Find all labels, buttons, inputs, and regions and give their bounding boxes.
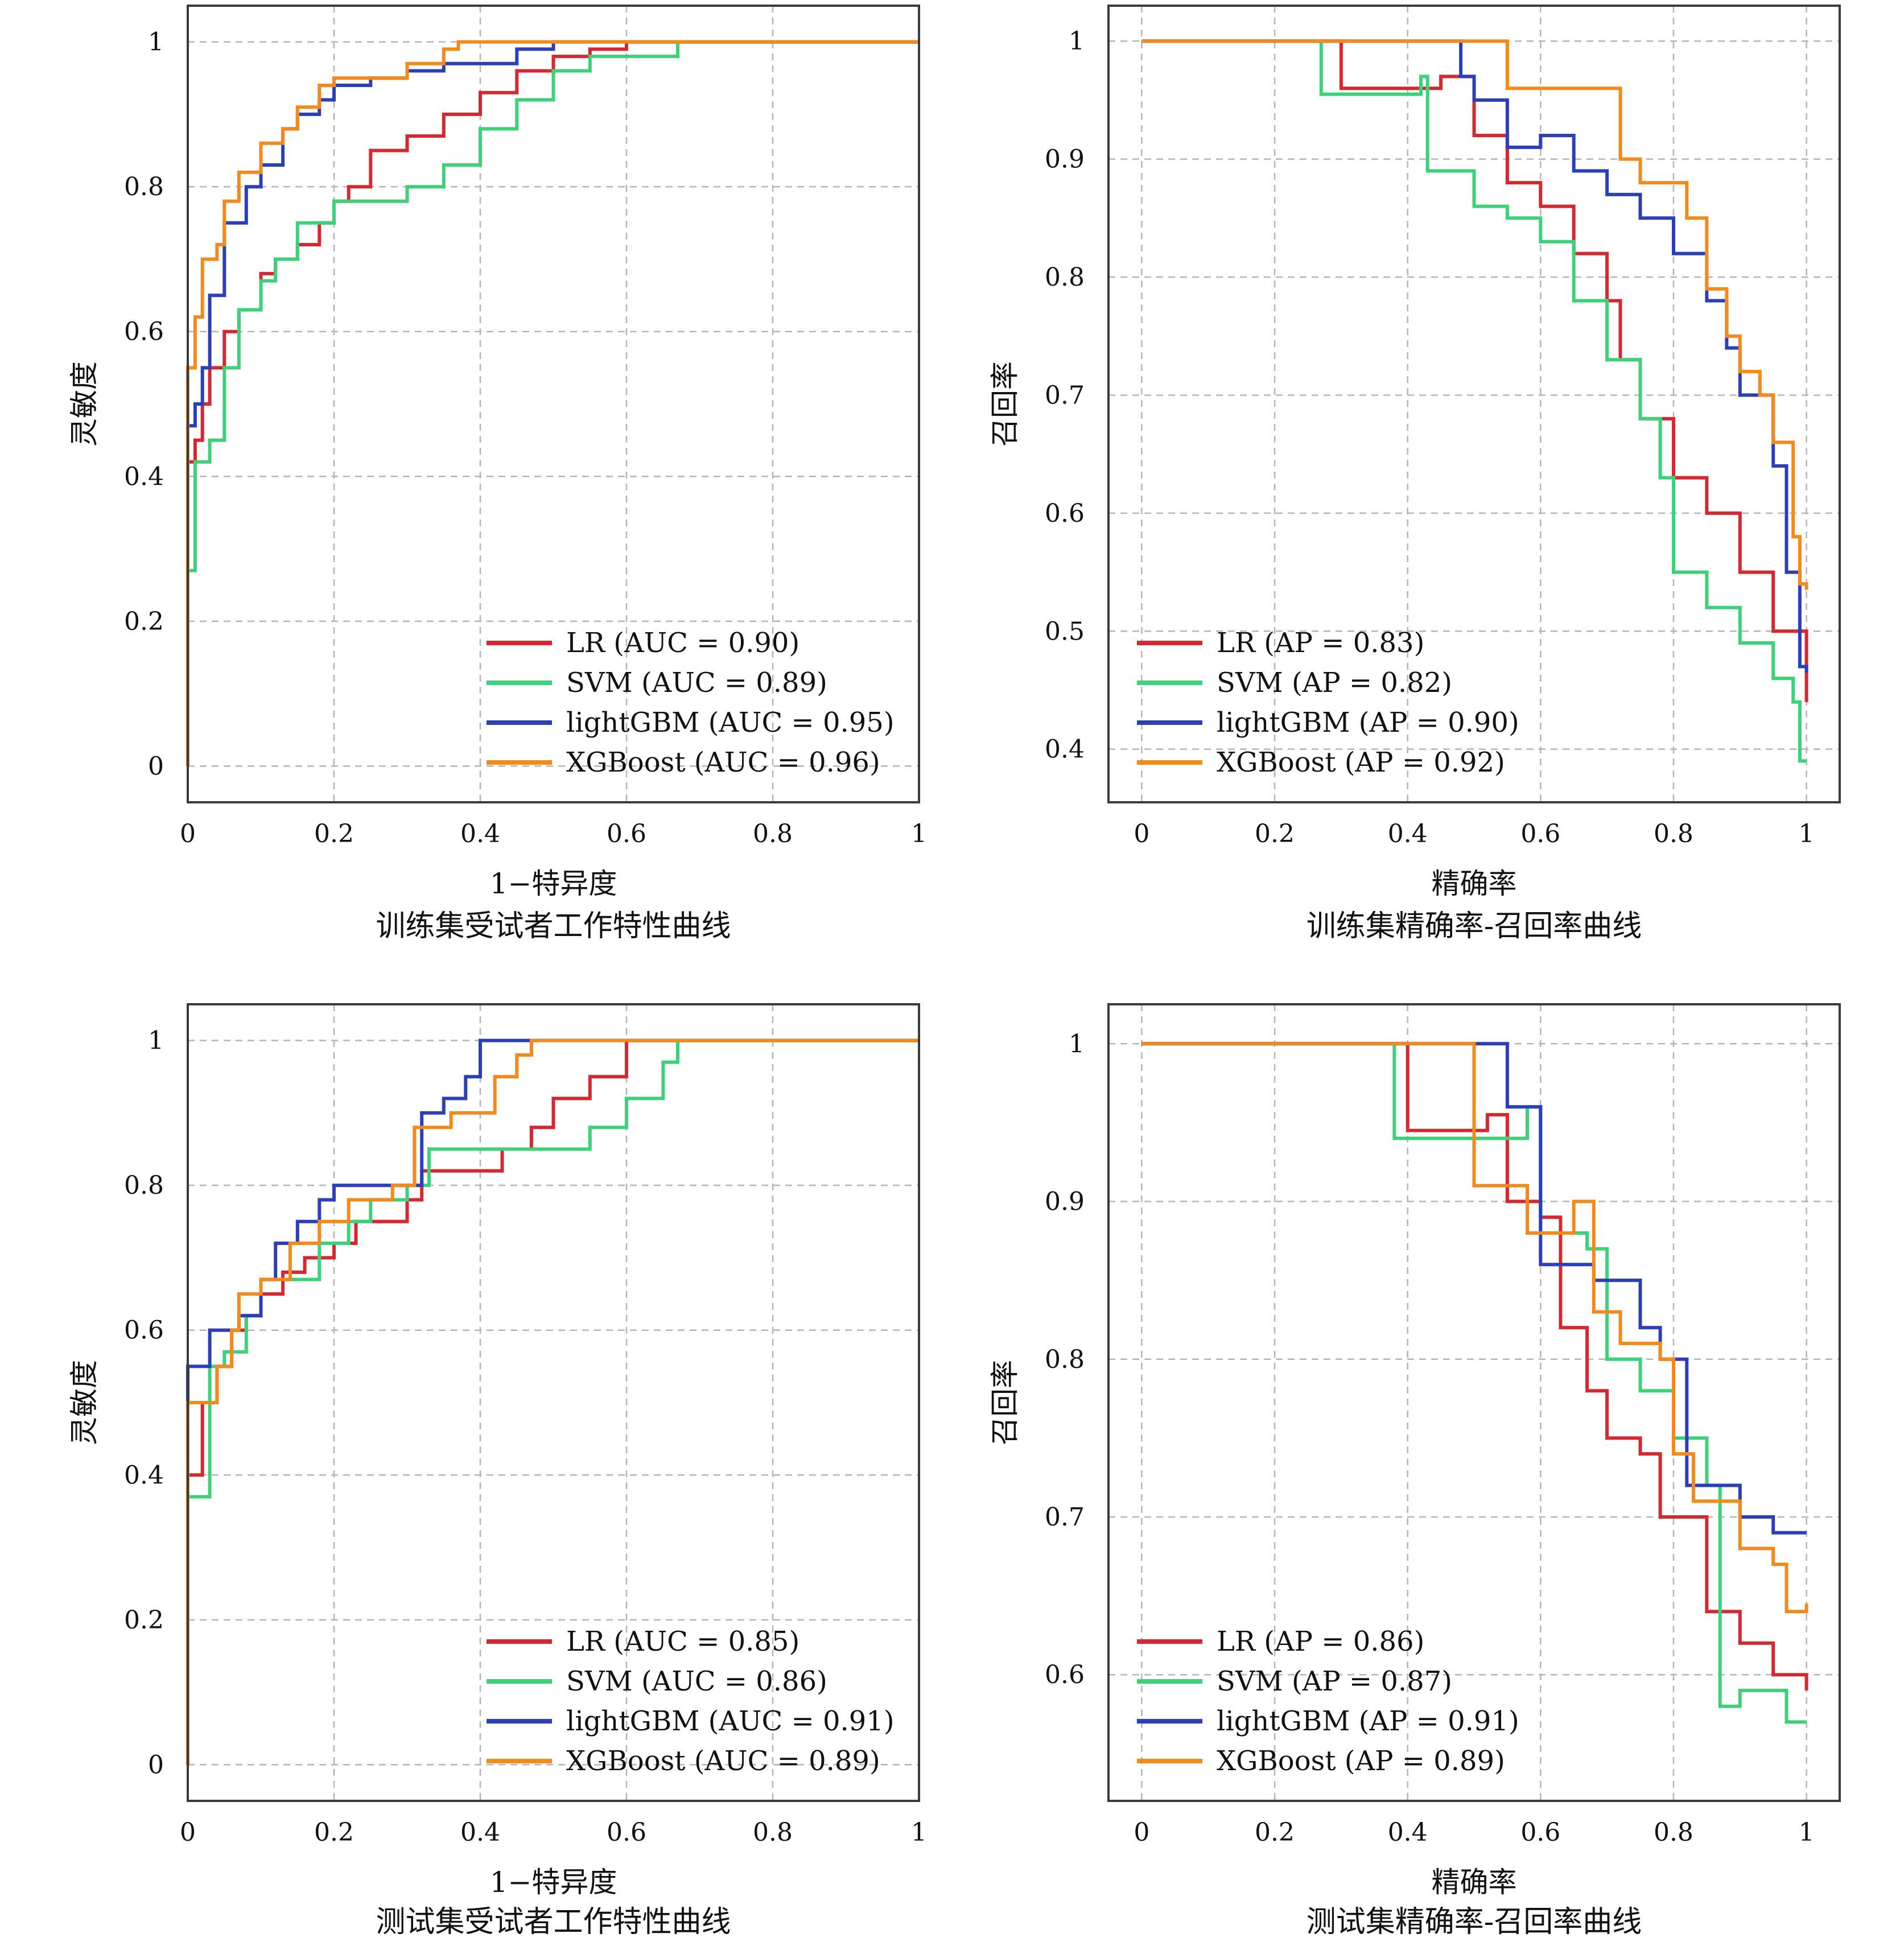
y-tick-label: 0.6: [124, 1316, 164, 1345]
legend-label-lr: LR (AP = 0.86): [1217, 1626, 1424, 1657]
y-tick-label: 0.5: [1045, 617, 1085, 646]
y-tick-label: 0.6: [1045, 499, 1085, 528]
y-tick-label: 0.8: [124, 172, 164, 201]
x-tick-label: 0.8: [1654, 819, 1693, 848]
x-tick-label: 0.6: [1520, 1818, 1560, 1847]
y-tick-label: 1: [148, 28, 164, 57]
x-tick-label: 0: [1134, 1818, 1149, 1847]
y-axis-label: 灵敏度: [68, 361, 101, 447]
legend-label-lightgbm: lightGBM (AP = 0.91): [1217, 1705, 1519, 1737]
x-tick-label: 0: [1134, 819, 1149, 848]
x-tick-label: 0: [180, 1818, 196, 1847]
x-tick-label: 0: [180, 819, 196, 848]
x-tick-label: 0.8: [753, 1818, 793, 1847]
y-tick-label: 0.7: [1045, 381, 1085, 410]
x-axis-label: 1−特异度: [490, 867, 617, 900]
plot-frame: [187, 5, 920, 803]
plot-frame: [1107, 1003, 1841, 1802]
x-tick-label: 0.4: [460, 1818, 500, 1847]
y-tick-label: 1: [1069, 1029, 1085, 1058]
y-tick-label: 1: [1069, 27, 1085, 56]
series-line-xgboost: [186, 40, 919, 766]
legend-label-lightgbm: lightGBM (AP = 0.90): [1217, 707, 1519, 739]
y-tick-label: 0.8: [1045, 1345, 1085, 1374]
x-tick-label: 0.6: [1520, 819, 1560, 848]
legend-label-lightgbm: lightGBM (AUC = 0.91): [566, 1705, 895, 1737]
y-tick-label: 0.2: [124, 607, 164, 636]
x-tick-label: 1: [911, 1818, 927, 1847]
x-tick-label: 0.6: [607, 819, 646, 848]
x-tick-label: 0.2: [1255, 819, 1295, 848]
series-line-lr: [1141, 1042, 1808, 1691]
legend-label-svm: SVM (AUC = 0.89): [566, 667, 827, 699]
series-line-svm: [186, 1038, 919, 1765]
y-tick-label: 0.9: [1045, 145, 1085, 174]
x-tick-label: 0.4: [460, 819, 500, 848]
series-line-svm: [1141, 39, 1807, 763]
legend-label-xgboost: XGBoost (AP = 0.92): [1217, 747, 1505, 778]
chart-caption: 训练集受试者工作特性曲线: [376, 909, 731, 943]
y-tick-label: 0.7: [1045, 1503, 1085, 1532]
legend-label-svm: SVM (AUC = 0.86): [566, 1665, 827, 1697]
chart-caption: 训练集精确率-召回率曲线: [1307, 909, 1642, 943]
y-axis-label: 灵敏度: [68, 1360, 101, 1445]
series-line-lightgbm: [186, 40, 919, 766]
x-tick-label: 0.2: [1255, 1818, 1295, 1847]
series-line-xgboost: [1141, 39, 1808, 590]
chart-train-pr: 0 0.2 0.4 0.6 0.8 1 0.4 0.5 0.6 0.7 0.8 0.9 1 精确率 召回率训…: [988, 5, 1841, 943]
y-tick-label: 0.4: [1045, 735, 1085, 764]
legend-label-lr: LR (AUC = 0.90): [566, 627, 799, 659]
x-tick-label: 0.2: [314, 819, 354, 848]
y-tick-label: 0.4: [124, 462, 164, 491]
x-tick-label: 0.6: [607, 1818, 646, 1847]
y-tick-label: 0.8: [124, 1171, 164, 1200]
plot-frame: [187, 1003, 920, 1802]
y-axis-label: 召回率: [988, 1360, 1021, 1445]
y-tick-label: 1: [148, 1026, 164, 1055]
y-tick-label: 0: [148, 752, 164, 781]
chart-test-pr: 0 0.2 0.4 0.6 0.8 1 0.6 0.7 0.8 0.9 1 精确率 召回率测试集精确率-…: [988, 1003, 1841, 1939]
y-axis-label: 召回率: [988, 361, 1021, 447]
plot-frame: [1107, 5, 1841, 803]
y-tick-label: 0.2: [124, 1606, 164, 1635]
legend-label-lr: LR (AP = 0.83): [1217, 627, 1424, 659]
y-tick-label: 0.8: [1045, 263, 1085, 292]
x-tick-label: 0.8: [1654, 1818, 1693, 1847]
series-line-lr: [186, 40, 919, 766]
chart-caption: 测试集精确率-召回率曲线: [1307, 1905, 1642, 1939]
legend-label-lr: LR (AUC = 0.85): [566, 1626, 799, 1657]
x-axis-label: 精确率: [1432, 1866, 1517, 1899]
y-tick-label: 0.6: [1045, 1660, 1085, 1689]
y-tick-label: 0.4: [124, 1461, 164, 1490]
chart-train-roc: 0 0.2 0.4 0.6 0.8 1 0 0.2 0.4 0.6 0.8 1 1−特异度 灵敏度训练集受…: [68, 5, 927, 943]
legend-label-svm: SVM (AP = 0.82): [1217, 667, 1452, 699]
series-line-svm: [186, 40, 919, 766]
series-line-xgboost: [1141, 1042, 1808, 1614]
legend-label-xgboost: XGBoost (AUC = 0.96): [566, 747, 880, 778]
x-tick-label: 0.4: [1388, 819, 1428, 848]
x-tick-label: 0.2: [314, 1818, 354, 1847]
y-tick-label: 0.6: [124, 318, 164, 347]
x-tick-label: 0.4: [1388, 1818, 1428, 1847]
x-axis-label: 1−特异度: [490, 1866, 617, 1899]
legend-label-xgboost: XGBoost (AUC = 0.89): [566, 1745, 880, 1777]
legend-label-svm: SVM (AP = 0.87): [1217, 1665, 1452, 1697]
chart-test-roc: 0 0.2 0.4 0.6 0.8 1 0 0.2 0.4 0.6 0.8 1 1−特异度 灵敏度测试集受…: [68, 1003, 927, 1939]
legend-label-lightgbm: lightGBM (AUC = 0.95): [566, 707, 895, 739]
x-tick-label: 1: [911, 819, 927, 848]
x-axis-label: 精确率: [1432, 867, 1517, 900]
x-tick-label: 0.8: [753, 819, 793, 848]
legend-label-xgboost: XGBoost (AP = 0.89): [1217, 1745, 1505, 1777]
x-tick-label: 1: [1799, 819, 1815, 848]
series-line-xgboost: [186, 1038, 919, 1765]
x-tick-label: 1: [1799, 1818, 1815, 1847]
chart-caption: 测试集受试者工作特性曲线: [376, 1905, 731, 1939]
y-tick-label: 0.9: [1045, 1188, 1085, 1217]
series-line-lightgbm: [1141, 39, 1808, 673]
y-tick-label: 0: [148, 1750, 164, 1779]
